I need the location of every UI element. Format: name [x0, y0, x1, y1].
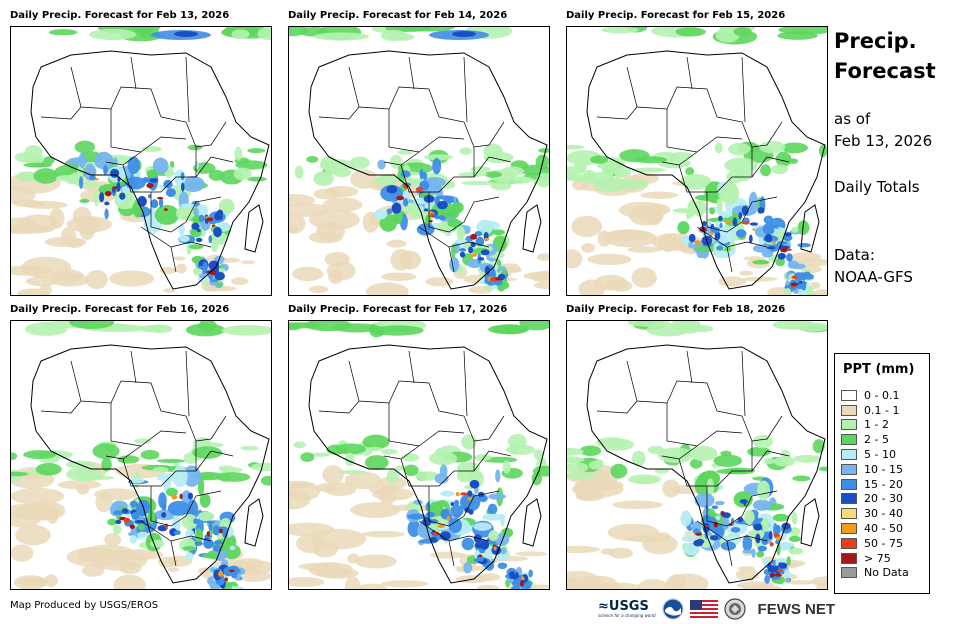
legend-label: 10 - 15	[864, 462, 903, 476]
legend-label: 15 - 20	[864, 477, 903, 491]
africa-map-svg	[567, 27, 827, 295]
africa-map-svg	[289, 321, 549, 589]
fewsnet-logo: FEWS NET	[757, 600, 836, 618]
legend-label: No Data	[864, 566, 909, 580]
legend-item: 5 - 10	[841, 447, 909, 462]
data-source-value: NOAA-GFS	[834, 268, 913, 286]
legend-label: > 75	[864, 551, 891, 565]
precip-map	[566, 26, 828, 296]
as-of-label: as of	[834, 110, 871, 128]
panel-title: Daily Precip. Forecast for Feb 15, 2026	[566, 10, 786, 21]
legend-swatch	[841, 404, 857, 416]
legend-item: 50 - 75	[841, 536, 909, 551]
legend-item: 10 - 15	[841, 462, 909, 477]
africa-map-svg	[289, 27, 549, 295]
legend-label: 20 - 30	[864, 492, 903, 506]
partner-logos: ≈USGS science for a changing world FEWS …	[598, 596, 835, 622]
legend-label: 0.1 - 1	[864, 403, 900, 417]
legend-item: 0 - 0.1	[841, 388, 909, 403]
state-seal-icon	[723, 598, 746, 620]
legend-swatch	[841, 434, 857, 446]
legend-label: 40 - 50	[864, 522, 903, 536]
legend-item: > 75	[841, 551, 909, 566]
legend-item: 15 - 20	[841, 477, 909, 492]
legend-item: 20 - 30	[841, 492, 909, 507]
legend-swatch	[841, 537, 857, 549]
precip-map	[10, 26, 272, 296]
panel-title: Daily Precip. Forecast for Feb 14, 2026	[288, 10, 508, 21]
panel-title: Daily Precip. Forecast for Feb 13, 2026	[10, 10, 230, 21]
legend-label: 2 - 5	[864, 433, 889, 447]
legend-label: 0 - 0.1	[864, 388, 900, 402]
product-title-line1: Precip.	[834, 29, 917, 53]
usgs-logo: ≈USGS science for a changing world	[598, 598, 656, 618]
legend-swatch	[841, 389, 857, 401]
legend-item: 40 - 50	[841, 521, 909, 536]
precip-map	[10, 320, 272, 590]
legend-swatch	[841, 449, 857, 461]
legend-item: 30 - 40	[841, 506, 909, 521]
legend-swatch	[841, 493, 857, 505]
as-of-date: as of Feb 13, 2026	[834, 108, 932, 152]
africa-map-svg	[11, 27, 271, 295]
legend-swatch	[841, 567, 857, 579]
noaa-logo-icon	[662, 598, 684, 620]
africa-map-svg	[11, 321, 271, 589]
precip-map	[566, 320, 828, 590]
legend-swatch	[841, 419, 857, 431]
legend-title: PPT (mm)	[843, 362, 915, 377]
legend-label: 5 - 10	[864, 448, 896, 462]
legend-swatch	[841, 552, 857, 564]
precip-map	[288, 26, 550, 296]
legend-label: 50 - 75	[864, 536, 903, 550]
legend-swatch	[841, 523, 857, 535]
africa-map-svg	[567, 321, 827, 589]
data-source: Data: NOAA-GFS	[834, 244, 913, 288]
panel-title: Daily Precip. Forecast for Feb 18, 2026	[566, 304, 786, 315]
legend-label: 30 - 40	[864, 507, 903, 521]
legend-item: No Data	[841, 566, 909, 581]
legend-label: 1 - 2	[864, 418, 889, 432]
legend-item: 0.1 - 1	[841, 403, 909, 418]
map-credit: Map Produced by USGS/EROS	[10, 600, 159, 611]
us-flag-icon	[689, 600, 718, 618]
product-title-line2: Forecast	[834, 59, 936, 83]
precip-map	[288, 320, 550, 590]
panel-title: Daily Precip. Forecast for Feb 16, 2026	[10, 304, 230, 315]
product-title: Precip. Forecast	[834, 26, 954, 86]
legend-item: 2 - 5	[841, 432, 909, 447]
legend-swatch	[841, 463, 857, 475]
panel-title: Daily Precip. Forecast for Feb 17, 2026	[288, 304, 508, 315]
usgs-wordmark: ≈USGS	[598, 598, 649, 614]
usgs-tagline: science for a changing world	[598, 612, 656, 618]
legend-item: 1 - 2	[841, 418, 909, 433]
legend-swatch	[841, 478, 857, 490]
totals-label: Daily Totals	[834, 178, 920, 196]
data-source-label: Data:	[834, 246, 875, 264]
as-of-value: Feb 13, 2026	[834, 132, 933, 150]
legend-swatch	[841, 508, 857, 520]
